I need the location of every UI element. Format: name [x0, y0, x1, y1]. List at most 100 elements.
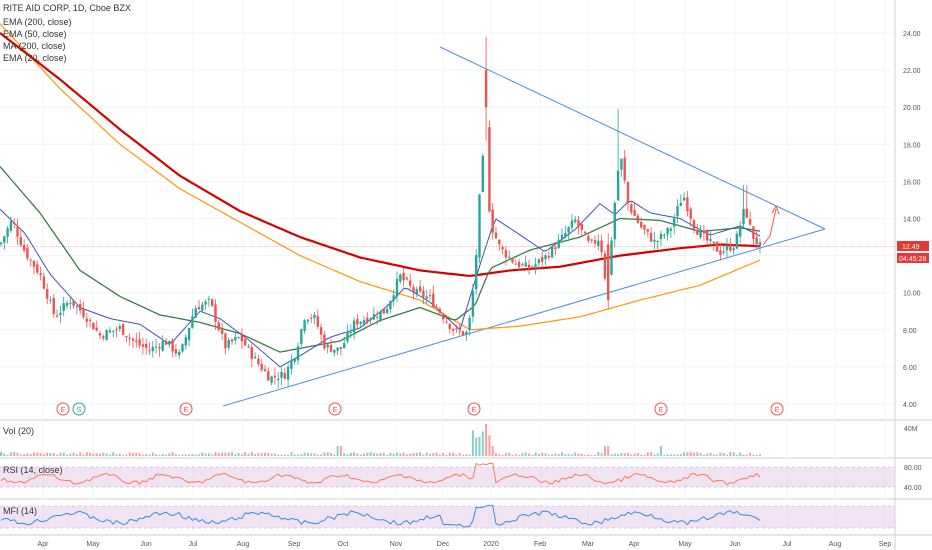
earnings-event-icon[interactable] — [770, 402, 784, 416]
volume-bar — [227, 452, 230, 456]
volume-bar — [524, 452, 527, 456]
volume-bar — [115, 454, 118, 456]
mfi-pane — [0, 504, 895, 529]
candle-body — [415, 289, 418, 295]
earnings-event-icon[interactable] — [467, 402, 481, 416]
candle-body — [686, 197, 689, 212]
candle-body — [69, 303, 72, 305]
legend-ema50[interactable]: EMA (50, close) — [3, 29, 67, 39]
candle-body — [739, 225, 742, 237]
candle-body — [214, 304, 217, 322]
candle-body — [369, 318, 372, 320]
candle-body — [587, 236, 590, 241]
candle-body — [564, 232, 567, 237]
candle-body — [725, 245, 729, 251]
volume-bar — [607, 446, 610, 456]
volume-bar — [537, 454, 540, 456]
last-price-badge — [897, 241, 929, 251]
earnings-event-icon[interactable] — [56, 402, 70, 416]
volume-bar — [478, 436, 481, 456]
earnings-event-icon[interactable] — [328, 402, 342, 416]
legend-ema200[interactable]: EMA (200, close) — [3, 17, 72, 27]
volume-bar — [39, 453, 42, 456]
candle-body — [696, 229, 699, 235]
candle-body — [329, 344, 333, 352]
candle-body — [560, 234, 564, 240]
legend-ma200[interactable]: MA (200, close) — [3, 41, 66, 51]
legend-ema20[interactable]: EMA (20, close) — [3, 53, 67, 63]
volume-bar — [191, 454, 194, 456]
candle-body — [59, 312, 62, 316]
volume-bar — [735, 454, 738, 456]
volume-bar — [669, 454, 672, 456]
candle-body — [442, 314, 445, 320]
candle-body — [673, 218, 676, 227]
price-tick: 14.00 — [903, 217, 921, 224]
volume-bar — [244, 452, 247, 456]
volume-bar — [42, 454, 45, 456]
event-letter: E — [61, 407, 66, 414]
volume-bar — [323, 452, 326, 456]
volume-bar — [320, 454, 323, 456]
volume-bar — [145, 454, 148, 456]
candle-body — [220, 329, 224, 334]
volume-bar — [481, 431, 484, 456]
candle-body — [471, 291, 475, 317]
volume-bar — [425, 452, 428, 456]
candle-body — [359, 321, 362, 324]
split-event-icon[interactable] — [72, 402, 86, 416]
candle-body — [600, 240, 603, 253]
volume-bar — [600, 453, 603, 456]
time-tick: Jul — [783, 541, 792, 548]
candle-body — [201, 304, 204, 311]
volume-bar — [422, 454, 425, 456]
candle-body — [385, 308, 389, 314]
volume-bar — [557, 454, 560, 456]
earnings-event-icon[interactable] — [654, 402, 668, 416]
candle-body — [62, 303, 65, 311]
candle-body — [666, 228, 669, 235]
candle-body — [6, 228, 9, 237]
countdown-badge — [897, 253, 929, 263]
volume-bar — [300, 454, 303, 456]
candle-body — [161, 340, 164, 351]
candle-body — [352, 320, 356, 333]
volume-bar — [168, 453, 171, 456]
volume-bar — [72, 452, 75, 456]
volume-bar — [462, 454, 464, 456]
volume-bar — [237, 453, 240, 456]
volume-bar — [231, 452, 233, 456]
volume-bar — [95, 453, 98, 456]
rsi-label: RSI (14, close) — [3, 465, 63, 475]
candle-body — [715, 241, 719, 252]
candle-body — [422, 290, 425, 298]
candle-body — [125, 336, 128, 338]
candle-body — [32, 260, 36, 267]
candle-body — [399, 274, 402, 282]
candle-body — [643, 225, 646, 230]
candle-body — [85, 318, 88, 322]
volume-bar — [82, 454, 85, 456]
volume-bar — [508, 452, 511, 456]
candle-body — [138, 339, 141, 346]
candle-body — [356, 318, 359, 325]
volume-bar — [79, 452, 82, 456]
volume-bar — [620, 453, 623, 456]
candle-body — [263, 369, 267, 372]
volume-bar — [99, 453, 101, 456]
volume-bar — [458, 453, 461, 456]
candle-body — [679, 202, 682, 206]
rsi-scale-top: 80.00 — [904, 465, 922, 472]
candle-body — [382, 308, 385, 314]
volume-bar — [534, 452, 537, 456]
volume-bar — [435, 452, 438, 456]
candle-body — [438, 308, 442, 314]
candle-body — [339, 347, 343, 350]
volume-bar — [759, 454, 761, 456]
volume-pane — [0, 424, 761, 456]
candle-body — [630, 204, 633, 213]
earnings-event-icon[interactable] — [179, 402, 193, 416]
time-tick: Mar — [582, 541, 595, 548]
candle-body — [544, 255, 547, 260]
